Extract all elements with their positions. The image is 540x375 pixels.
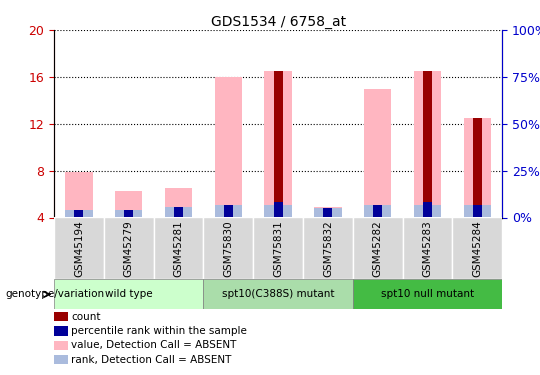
Bar (464, 205, 491, 218)
Bar (104, 217, 153, 279)
Text: percentile rank within the sample: percentile rank within the sample (71, 326, 247, 336)
Bar (224, 205, 233, 218)
Title: GDS1534 / 6758_at: GDS1534 / 6758_at (211, 15, 346, 29)
Bar (314, 207, 342, 218)
Bar (54, 279, 204, 309)
Bar (464, 118, 491, 218)
Bar (115, 210, 143, 218)
Bar (65, 172, 92, 217)
Text: GSM75831: GSM75831 (273, 220, 283, 278)
Text: wild type: wild type (105, 290, 152, 299)
Bar (274, 71, 282, 217)
Bar (265, 205, 292, 218)
Bar (75, 216, 83, 217)
Bar (414, 205, 441, 218)
Bar (153, 217, 204, 279)
Bar (204, 279, 353, 309)
Bar (403, 217, 453, 279)
Bar (473, 118, 482, 218)
Bar (214, 205, 242, 218)
Bar (124, 216, 133, 217)
Bar (353, 279, 502, 309)
Bar (373, 216, 382, 217)
Bar (214, 77, 242, 218)
Text: GSM45282: GSM45282 (373, 220, 383, 278)
Bar (115, 190, 143, 217)
Bar (165, 188, 192, 218)
Text: GSM45281: GSM45281 (173, 220, 184, 278)
Text: GSM45283: GSM45283 (422, 220, 433, 278)
Text: spt10 null mutant: spt10 null mutant (381, 290, 474, 299)
Bar (353, 217, 403, 279)
Bar (364, 205, 392, 218)
Bar (54, 217, 104, 279)
Bar (364, 88, 392, 218)
Bar (453, 217, 502, 279)
Bar (473, 205, 482, 218)
Bar (224, 216, 233, 217)
Bar (265, 71, 292, 217)
Bar (373, 205, 382, 218)
Text: value, Detection Call = ABSENT: value, Detection Call = ABSENT (71, 340, 237, 350)
Text: genotype/variation: genotype/variation (5, 290, 105, 299)
Bar (174, 216, 183, 217)
Bar (323, 216, 333, 217)
Bar (323, 207, 333, 218)
Bar (204, 217, 253, 279)
Bar (65, 210, 92, 218)
Text: count: count (71, 312, 101, 322)
Text: rank, Detection Call = ABSENT: rank, Detection Call = ABSENT (71, 355, 232, 364)
Text: spt10(C388S) mutant: spt10(C388S) mutant (222, 290, 334, 299)
Text: GSM45284: GSM45284 (472, 220, 482, 278)
Bar (253, 217, 303, 279)
Bar (165, 207, 192, 218)
Bar (174, 207, 183, 218)
Text: GSM45279: GSM45279 (124, 220, 134, 278)
Bar (423, 71, 432, 217)
Bar (314, 207, 342, 218)
Text: GSM75830: GSM75830 (224, 220, 233, 277)
Bar (414, 71, 441, 217)
Bar (75, 210, 83, 218)
Text: GSM75832: GSM75832 (323, 220, 333, 278)
Text: GSM45194: GSM45194 (74, 220, 84, 278)
Bar (423, 202, 432, 217)
Bar (274, 202, 282, 217)
Bar (303, 217, 353, 279)
Bar (124, 210, 133, 218)
